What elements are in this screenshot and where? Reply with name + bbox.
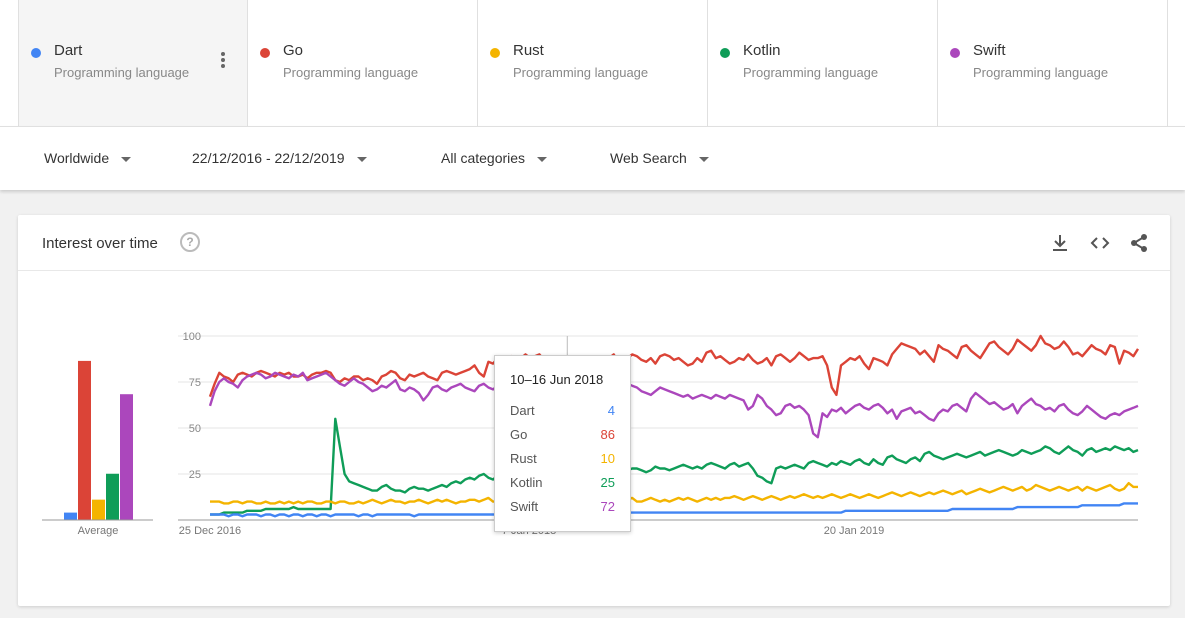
tooltip-value: 72 — [600, 499, 615, 514]
term-card-dart[interactable]: Dart Programming language — [18, 0, 248, 126]
tooltip-value: 10 — [600, 451, 615, 466]
tooltip-value: 25 — [600, 475, 615, 490]
card-title: Interest over time — [42, 235, 158, 252]
chevron-down-icon — [698, 156, 709, 162]
term-type: Programming language — [513, 65, 649, 80]
term-color-dot — [720, 48, 730, 58]
tooltip-value: 86 — [600, 427, 615, 442]
chevron-down-icon — [121, 156, 132, 162]
term-color-dot — [950, 48, 960, 58]
term-type: Programming language — [54, 65, 190, 80]
data-tooltip: 10–16 Jun 2018 Dart 4 Go 86 Rust 10 Kotlin 2… — [494, 355, 631, 532]
date-range-label: 22/12/2016 - 22/12/2019 — [192, 150, 345, 166]
term-color-dot — [260, 48, 270, 58]
term-name: Dart — [54, 42, 83, 59]
tooltip-value: 4 — [607, 403, 615, 418]
tooltip-label: Go — [510, 427, 528, 442]
tooltip-row: Go 86 — [510, 427, 615, 451]
share-icon[interactable] — [1128, 232, 1150, 254]
card-header: Interest over time ? — [18, 215, 1170, 271]
search-terms-bar: Dart Programming language Go Programming… — [0, 0, 1185, 126]
embed-code-icon[interactable] — [1089, 232, 1111, 254]
tooltip-title: 10–16 Jun 2018 — [510, 372, 604, 387]
term-name: Swift — [973, 42, 1006, 59]
term-name: Go — [283, 42, 304, 59]
tooltip-label: Swift — [510, 499, 539, 514]
term-color-dot — [490, 48, 500, 58]
term-type: Programming language — [283, 65, 419, 80]
chevron-down-icon — [356, 156, 367, 162]
term-card-swift[interactable]: Swift Programming language — [938, 0, 1168, 126]
region-label: Worldwide — [44, 150, 110, 166]
term-type: Programming language — [743, 65, 879, 80]
term-type: Programming language — [973, 65, 1109, 80]
help-icon[interactable]: ? — [180, 232, 200, 252]
category-label: All categories — [441, 150, 526, 166]
tooltip-row: Rust 10 — [510, 451, 615, 475]
tooltip-label: Dart — [510, 403, 535, 418]
term-name: Kotlin — [743, 42, 781, 59]
download-icon[interactable] — [1049, 232, 1071, 254]
term-card-rust[interactable]: Rust Programming language — [478, 0, 708, 126]
region-dropdown[interactable]: Worldwide — [44, 150, 132, 166]
tooltip-label: Rust — [510, 451, 537, 466]
tooltip-label: Kotlin — [510, 475, 543, 490]
tooltip-row: Kotlin 25 — [510, 475, 615, 499]
search-type-label: Web Search — [610, 150, 687, 166]
tooltip-row: Dart 4 — [510, 403, 615, 427]
search-type-dropdown[interactable]: Web Search — [610, 150, 709, 166]
category-dropdown[interactable]: All categories — [441, 150, 548, 166]
chevron-down-icon — [537, 156, 548, 162]
date-range-dropdown[interactable]: 22/12/2016 - 22/12/2019 — [192, 150, 367, 166]
term-color-dot — [31, 48, 41, 58]
tooltip-row: Swift 72 — [510, 499, 615, 523]
term-name: Rust — [513, 42, 544, 59]
term-card-kotlin[interactable]: Kotlin Programming language — [708, 0, 938, 126]
filters-bar: Worldwide 22/12/2016 - 22/12/2019 All ca… — [0, 126, 1185, 190]
term-card-go[interactable]: Go Programming language — [248, 0, 478, 126]
more-options-icon[interactable] — [221, 52, 225, 70]
